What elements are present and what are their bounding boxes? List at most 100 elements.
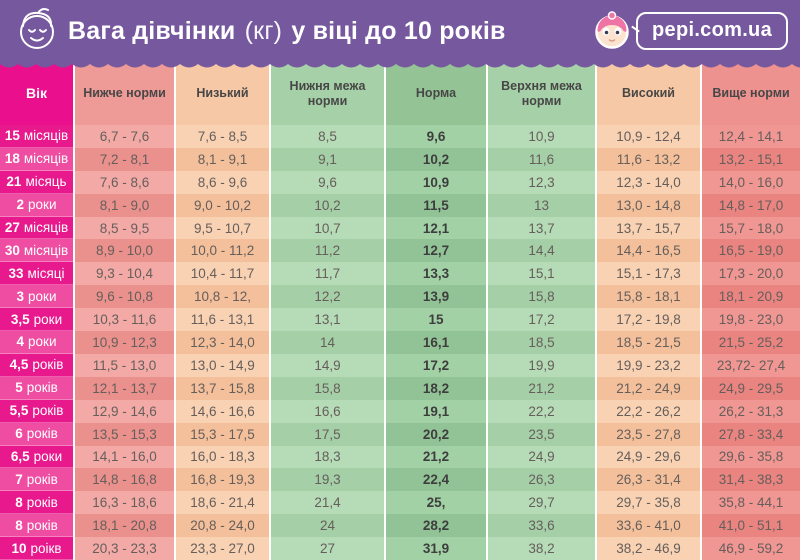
title-main: Вага дівчінки (68, 16, 236, 45)
value-cell: 9,6 (271, 170, 384, 194)
value-cell: 19,8 - 23,0 (702, 308, 800, 332)
value-cell: 15,1 - 17,3 (597, 262, 700, 286)
value-cell: 19,9 (488, 353, 595, 377)
value-cell: 15,8 (488, 285, 595, 309)
value-cell: 21,5 - 25,2 (702, 331, 800, 354)
value-cell: 13 (488, 193, 595, 217)
girl-face-icon (14, 5, 60, 58)
value-cell: 21,2 - 24,9 (597, 376, 700, 400)
age-cell: 3 роки (0, 285, 73, 309)
value-cell: 14,4 - 16,5 (597, 239, 700, 263)
weight-table: Вік Нижче норми Низький Нижня межа норми Нор… (0, 62, 800, 560)
value-cell: 10,2 (386, 147, 486, 171)
value-cell: 18,5 - 21,5 (597, 331, 700, 354)
value-cell: 29,7 (488, 491, 595, 515)
value-cell: 13,0 - 14,8 (597, 193, 700, 217)
value-cell: 10,7 (271, 216, 384, 240)
value-cell: 11,7 (271, 262, 384, 286)
value-cell: 12,1 (386, 216, 486, 240)
value-cell: 19,9 - 23,2 (597, 353, 700, 377)
value-cell: 16,3 - 18,6 (75, 491, 174, 515)
value-cell: 35,8 - 44,1 (702, 491, 800, 515)
column-header: Низький (176, 62, 269, 125)
age-cell: 27 місяців (0, 216, 73, 240)
value-cell: 10,9 - 12,3 (75, 331, 174, 354)
value-cell: 12,1 - 13,7 (75, 376, 174, 400)
value-cell: 9,3 - 10,4 (75, 262, 174, 286)
value-cell: 33,6 - 41,0 (597, 514, 700, 538)
pepi-logo: pepi.com.ua (592, 9, 788, 53)
column-header: Верхня межа норми (488, 62, 595, 125)
value-cell: 10,3 - 11,6 (75, 308, 174, 332)
value-cell: 41,0 - 51,1 (702, 514, 800, 538)
age-cell: 4,5 років (0, 353, 73, 377)
value-cell: 10,4 - 11,7 (176, 262, 269, 286)
value-cell: 13,9 (386, 285, 486, 309)
value-cell: 13,7 - 15,7 (597, 216, 700, 240)
value-cell: 13,2 - 15,1 (702, 147, 800, 171)
value-cell: 20,8 - 24,0 (176, 514, 269, 538)
value-cell: 13,7 - 15,8 (176, 376, 269, 400)
value-cell: 10,0 - 11,2 (176, 239, 269, 263)
value-cell: 19,1 (386, 399, 486, 423)
header-banner: Вага дівчінки (кг) у віці до 10 років pe… (0, 0, 800, 62)
value-cell: 13,1 (271, 308, 384, 332)
value-cell: 21,4 (271, 491, 384, 515)
value-cell: 14,6 - 16,6 (176, 399, 269, 423)
value-cell: 12,3 - 14,0 (176, 331, 269, 354)
value-cell: 23,5 - 27,8 (597, 422, 700, 446)
value-cell: 38,2 (488, 537, 595, 560)
value-cell: 26,3 - 31,4 (597, 468, 700, 492)
age-cell: 30 місяців (0, 239, 73, 263)
value-cell: 10,2 (271, 193, 384, 217)
value-cell: 9,0 - 10,2 (176, 193, 269, 217)
value-cell: 17,5 (271, 422, 384, 446)
pepi-baby-icon (595, 11, 629, 49)
value-cell: 15,3 - 17,5 (176, 422, 269, 446)
value-cell: 13,0 - 14,9 (176, 353, 269, 377)
value-cell: 24,9 - 29,5 (702, 376, 800, 400)
age-cell: 7 років (0, 468, 73, 492)
age-cell: 5 років (0, 376, 73, 400)
value-cell: 27,8 - 33,4 (702, 422, 800, 446)
age-cell: 18 місяців (0, 147, 73, 171)
column-header: Вище норми (702, 62, 800, 125)
value-cell: 16,0 - 18,3 (176, 445, 269, 469)
value-cell: 12,3 - 14,0 (597, 170, 700, 194)
age-cell: 6 років (0, 422, 73, 446)
value-cell: 9,6 (386, 125, 486, 148)
value-cell: 28,2 (386, 514, 486, 538)
value-cell: 29,7 - 35,8 (597, 491, 700, 515)
value-cell: 25, (386, 491, 486, 515)
value-cell: 18,1 - 20,9 (702, 285, 800, 309)
age-cell: 21 місяць (0, 170, 73, 194)
value-cell: 23,5 (488, 422, 595, 446)
column-header: Норма (386, 62, 486, 125)
value-cell: 13,5 - 15,3 (75, 422, 174, 446)
age-cell: 3,5 роки (0, 308, 73, 332)
value-cell: 11,5 - 13,0 (75, 353, 174, 377)
value-cell: 6,7 - 7,6 (75, 125, 174, 148)
value-cell: 11,6 - 13,1 (176, 308, 269, 332)
value-cell: 15,1 (488, 262, 595, 286)
value-cell: 33,6 (488, 514, 595, 538)
value-cell: 10,8 - 12, (176, 285, 269, 309)
value-cell: 12,2 (271, 285, 384, 309)
age-cell: 15 місяців (0, 125, 73, 148)
value-cell: 18,5 (488, 331, 595, 354)
value-cell: 18,6 - 21,4 (176, 491, 269, 515)
value-cell: 27 (271, 537, 384, 560)
value-cell: 7,6 - 8,5 (176, 125, 269, 148)
value-cell: 14,9 (271, 353, 384, 377)
value-cell: 9,1 (271, 147, 384, 171)
value-cell: 14,8 - 17,0 (702, 193, 800, 217)
age-cell: 6,5 роки (0, 445, 73, 469)
value-cell: 29,6 - 35,8 (702, 445, 800, 469)
value-cell: 14,1 - 16,0 (75, 445, 174, 469)
value-cell: 22,4 (386, 468, 486, 492)
value-cell: 18,1 - 20,8 (75, 514, 174, 538)
title-units: (кг) (244, 16, 283, 45)
age-cell: 4 роки (0, 331, 73, 354)
value-cell: 7,2 - 8,1 (75, 147, 174, 171)
